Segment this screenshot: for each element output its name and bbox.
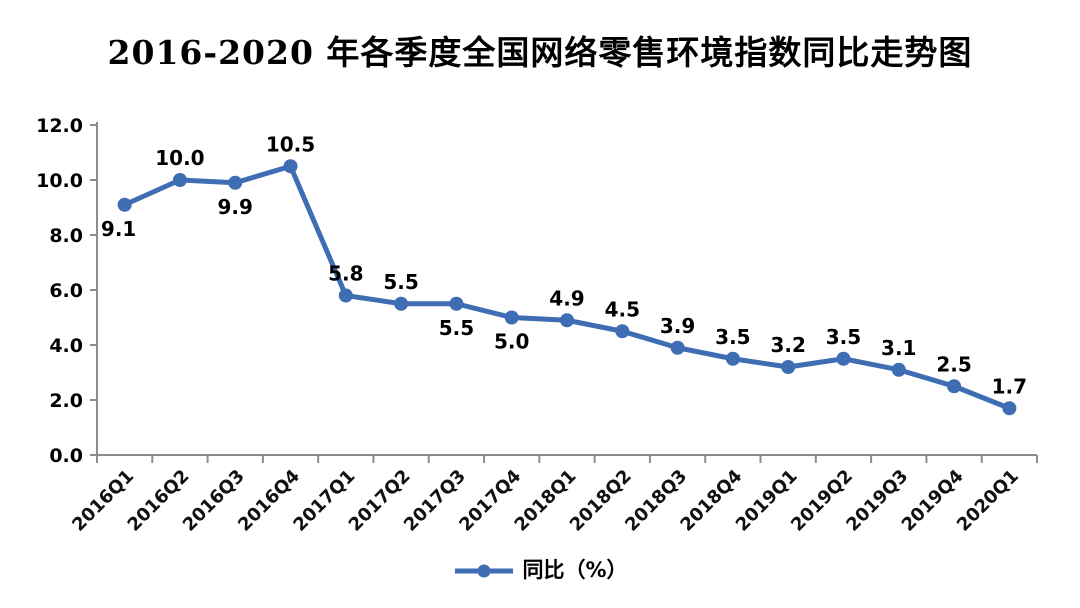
data-point-marker <box>615 324 630 339</box>
data-point-marker <box>172 173 187 187</box>
x-tick-label: 2020Q1 <box>953 466 1023 536</box>
data-point-label: 5.5 <box>383 270 418 294</box>
data-point-label: 10.0 <box>155 146 204 170</box>
data-point-label: 2.5 <box>936 352 971 376</box>
data-point-marker <box>449 296 464 311</box>
data-point-label: 9.9 <box>218 195 253 219</box>
data-point-marker <box>504 310 519 325</box>
data-point-label: 3.2 <box>770 333 805 357</box>
data-point-label: 4.9 <box>549 286 584 310</box>
data-point-marker <box>283 159 298 174</box>
data-point-label: 3.5 <box>826 325 861 349</box>
y-tick-label: 6.0 <box>49 280 83 302</box>
data-point-label: 3.5 <box>715 325 750 349</box>
data-point-label: 5.8 <box>328 262 363 286</box>
data-point-marker <box>836 351 851 366</box>
y-tick-label: 10.0 <box>36 170 83 192</box>
legend-line-marker-icon <box>455 564 514 577</box>
y-tick-label: 12.0 <box>36 115 83 137</box>
chart-title: 2016-2020 年各季度全国网络零售环境指数同比走势图 <box>107 33 973 72</box>
y-tick-label: 0.0 <box>49 445 83 467</box>
data-point-label: 3.9 <box>660 314 695 338</box>
legend-label: 同比（%） <box>522 558 628 582</box>
legend: 同比（%） <box>0 560 1080 581</box>
data-point-marker <box>228 175 243 190</box>
data-point-marker <box>394 296 409 311</box>
y-tick-label: 2.0 <box>49 390 83 412</box>
data-point-marker <box>117 197 132 212</box>
data-point-marker <box>725 351 740 366</box>
data-point-label: 9.1 <box>101 217 136 241</box>
data-point-label: 5.0 <box>494 330 529 354</box>
data-point-label: 5.5 <box>439 316 474 340</box>
data-point-marker <box>1002 401 1017 416</box>
data-point-marker <box>670 340 685 355</box>
data-point-label: 3.1 <box>881 336 916 360</box>
data-point-label: 10.5 <box>266 132 315 156</box>
line-chart-plot: 0.02.04.06.08.010.012.02016Q12016Q22016Q… <box>36 115 1038 536</box>
y-tick-label: 8.0 <box>49 225 83 247</box>
data-point-marker <box>947 379 962 394</box>
data-point-marker <box>891 362 906 377</box>
data-point-marker <box>338 288 353 303</box>
data-point-marker <box>560 313 574 328</box>
data-point-label: 1.7 <box>992 374 1027 398</box>
data-point-label: 4.5 <box>605 297 640 321</box>
data-point-marker <box>781 360 796 374</box>
y-tick-label: 4.0 <box>49 335 83 357</box>
